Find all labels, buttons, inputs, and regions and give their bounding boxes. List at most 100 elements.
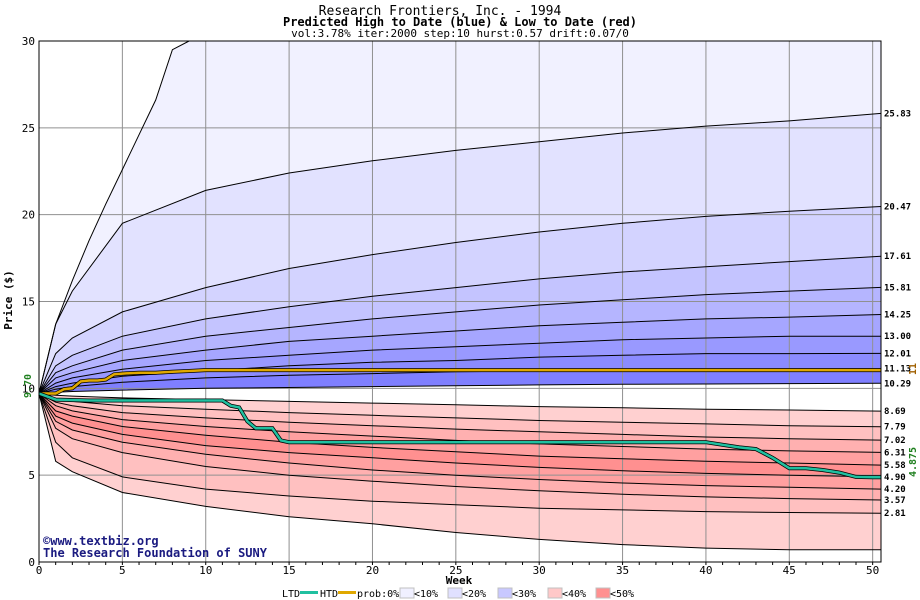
band-fill-high-2 (39, 256, 881, 394)
band-fill-high-0 (39, 113, 881, 394)
y-tick-label: 15 (22, 296, 35, 309)
x-tick-label: 5 (119, 564, 126, 577)
band-line (38, 393, 882, 501)
band-fill-low-1 (39, 393, 881, 441)
band-line (38, 393, 882, 514)
band-end-label: 10.29 (884, 379, 911, 389)
y-tick-label: 20 (22, 209, 35, 222)
plot-frame (38, 40, 882, 563)
x-tick-label: 20 (366, 564, 379, 577)
legend-swatch-20 (497, 587, 513, 599)
x-tick-label: 45 (783, 564, 796, 577)
band-end-label: 8.69 (884, 407, 906, 417)
ltd-end-label: 4.875 (908, 447, 919, 477)
band-fill-high-1 (39, 206, 881, 394)
y-tick-label: 5 (28, 469, 35, 482)
band-fill-high-6 (39, 353, 881, 394)
band-line (38, 335, 881, 394)
band-end-label: 12.01 (884, 349, 911, 359)
band-end-label: 2.81 (884, 509, 906, 519)
legend-htd-swatch (338, 591, 356, 594)
band-line (38, 393, 882, 412)
y-tick-label: 10 (22, 382, 35, 395)
band-line (38, 393, 881, 551)
y-tick-label: 30 (22, 35, 35, 48)
y-tick-labels: 0 5 10 15 20 25 30 (22, 35, 35, 569)
band-fill-low-3 (39, 393, 881, 466)
band-fill-low-7 (39, 393, 881, 514)
legend: LTD HTD prob:0% <10% <20% <30% <40% <50% (282, 587, 634, 600)
legend-swatch-0 (399, 587, 415, 599)
legend-p40-label: <40% (562, 589, 586, 600)
x-tick-label: 15 (282, 564, 295, 577)
band-line (38, 382, 882, 394)
y-tick-label: 25 (22, 122, 35, 135)
legend-p30-label: <30% (512, 589, 536, 600)
legend-ltd-label: LTD (282, 589, 300, 600)
band-fill-low-8 (39, 393, 881, 550)
legend-swatch-40 (595, 587, 611, 599)
band-end-label: 3.57 (884, 496, 906, 506)
copyright-site: ©www.textbiz.org (43, 534, 159, 548)
band-end-label: 14.25 (884, 311, 911, 321)
credit-org: The Research Foundation of SUNY (43, 546, 268, 560)
chart-params: vol:3.78% iter:2000 step:10 hurst:0.57 d… (291, 27, 629, 40)
band-line (38, 393, 882, 441)
x-tick-label: 0 (36, 564, 43, 577)
band-fill-high-3 (39, 287, 881, 394)
legend-prob-label: prob:0% (357, 589, 399, 600)
band-fill-low-0 (39, 393, 881, 427)
x-tick-label: 10 (199, 564, 212, 577)
band-end-label: 17.61 (884, 252, 911, 262)
band-line (38, 286, 882, 394)
band-end-label: 5.58 (884, 461, 906, 471)
band-end-label: 20.47 (884, 203, 911, 213)
htd-end-label: 11 (908, 363, 919, 375)
band-line (38, 393, 882, 453)
band-end-label: 4.90 (884, 473, 906, 483)
series-lines (38, 368, 881, 480)
y-tick-label: 0 (28, 556, 35, 569)
band-line (38, 314, 882, 394)
chart-title: Research Frontiers, Inc. - 1994 (319, 4, 562, 19)
band-fill-high-4 (39, 314, 881, 394)
x-tick-label: 40 (699, 564, 712, 577)
credit-site: www.textbiz.org (50, 534, 158, 548)
band-line (38, 393, 882, 490)
legend-htd-label: HTD (320, 589, 338, 600)
legend-ltd-swatch (300, 591, 318, 594)
x-tick-label: 25 (449, 564, 462, 577)
band-fill-low-2 (39, 393, 881, 453)
outer-high-line (38, 40, 190, 394)
x-tick-label: 35 (616, 564, 629, 577)
band-line (38, 206, 882, 394)
band-line (38, 393, 882, 478)
legend-p20-label: <20% (462, 589, 486, 600)
band-line (38, 112, 882, 394)
right-value-labels: 25.83 20.47 17.61 15.81 14.25 13.00 12.01 11.13… (884, 109, 911, 519)
band-fill-high-outer (39, 41, 881, 394)
x-axis-label: Week (446, 574, 473, 587)
ltd-line (38, 392, 881, 479)
band-fill-low-5 (39, 393, 881, 490)
legend-p10-label: <10% (414, 589, 438, 600)
band-fill-low-6 (39, 393, 881, 500)
htd-line (39, 368, 881, 395)
x-tick-labels: 0 5 10 15 20 25 30 35 40 45 50 (36, 564, 880, 577)
band-end-label: 6.31 (884, 448, 906, 458)
x-tick-label: 50 (866, 564, 879, 577)
band-fill-center (39, 383, 881, 412)
legend-p50-label: <50% (610, 589, 634, 600)
x-tick-label: 30 (533, 564, 546, 577)
band-line (38, 352, 882, 394)
band-fill-high-7 (39, 368, 881, 394)
start-price-label: 9.70 (23, 374, 34, 398)
band-line (38, 393, 882, 466)
band-end-label: 11.13 (884, 365, 911, 375)
band-end-label: 7.02 (884, 436, 906, 446)
band-end-label: 13.00 (884, 332, 911, 342)
band-end-label: 4.20 (884, 485, 906, 495)
band-end-label: 15.81 (884, 283, 911, 293)
band-end-label: 25.83 (884, 109, 911, 119)
